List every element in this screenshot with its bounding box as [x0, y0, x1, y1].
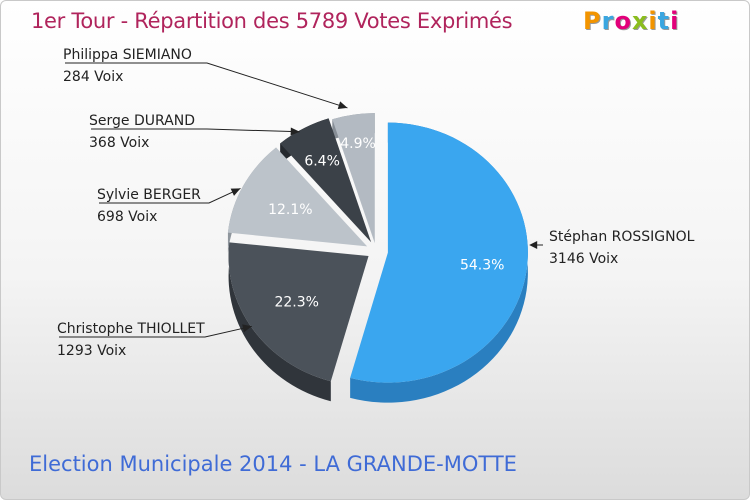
candidate-name: Serge DURAND — [89, 113, 195, 129]
pie-slice[interactable] — [332, 113, 375, 244]
proxiti-logo[interactable]: Proxiti — [583, 7, 679, 35]
callout-arrow — [337, 101, 348, 109]
vote-count: 284 Voix — [63, 69, 123, 85]
callout-line — [91, 128, 300, 133]
callout: Sylvie BERGER 698 Voix — [97, 187, 241, 225]
callout-line — [59, 325, 252, 338]
vote-count: 698 Voix — [97, 209, 157, 225]
pie-slice[interactable] — [228, 242, 369, 382]
pie-slice-side — [228, 242, 331, 402]
percent-label: 4.9% — [340, 136, 376, 152]
callout: Serge DURAND 368 Voix — [89, 113, 300, 151]
logo-letter: r — [601, 7, 615, 35]
candidate-name: Christophe THIOLLET — [57, 321, 205, 337]
logo-letter: P — [583, 7, 602, 35]
pie-slice[interactable] — [350, 122, 528, 383]
pie-slice[interactable] — [227, 147, 368, 247]
vote-count: 368 Voix — [89, 135, 149, 151]
pie-slices — [227, 113, 528, 383]
percent-label: 6.4% — [304, 153, 340, 169]
callout: Stéphan ROSSIGNOL 3146 Voix — [529, 229, 695, 267]
callout-arrow — [242, 324, 252, 333]
pie-slice[interactable] — [280, 118, 372, 243]
percent-labels: 54.3% 22.3% 12.1% 6.4%4.9% — [268, 136, 504, 310]
candidate-name: Sylvie BERGER — [97, 187, 201, 203]
callouts: Stéphan ROSSIGNOL 3146 Voix Christophe THI… — [57, 47, 695, 359]
callout: Christophe THIOLLET 1293 Voix — [57, 321, 252, 359]
callout: Philippa SIEMIANO 284 Voix — [63, 47, 348, 109]
vote-count: 3146 Voix — [549, 251, 618, 267]
logo-letter: o — [614, 7, 632, 35]
footer-title: Election Municipale 2014 - LA GRANDE-MOT… — [29, 452, 517, 476]
percent-label: 22.3% — [274, 294, 318, 310]
logo-letter: x — [631, 7, 649, 35]
callout-arrow — [230, 188, 241, 196]
logo-letter: i — [670, 7, 680, 35]
candidate-name: Stéphan ROSSIGNOL — [549, 229, 695, 245]
callout-arrow — [529, 241, 538, 249]
percent-label: 12.1% — [268, 202, 312, 218]
logo-letter: i — [648, 7, 658, 35]
percent-label: 54.3% — [460, 258, 504, 274]
logo-letter: t — [657, 7, 671, 35]
callout-arrow — [290, 127, 300, 136]
vote-count: 1293 Voix — [57, 343, 126, 359]
chart-title: 1er Tour - Répartition des 5789 Votes Ex… — [31, 9, 513, 33]
candidate-name: Philippa SIEMIANO — [63, 47, 192, 63]
callout-line — [65, 62, 348, 109]
callout-line — [99, 187, 241, 204]
